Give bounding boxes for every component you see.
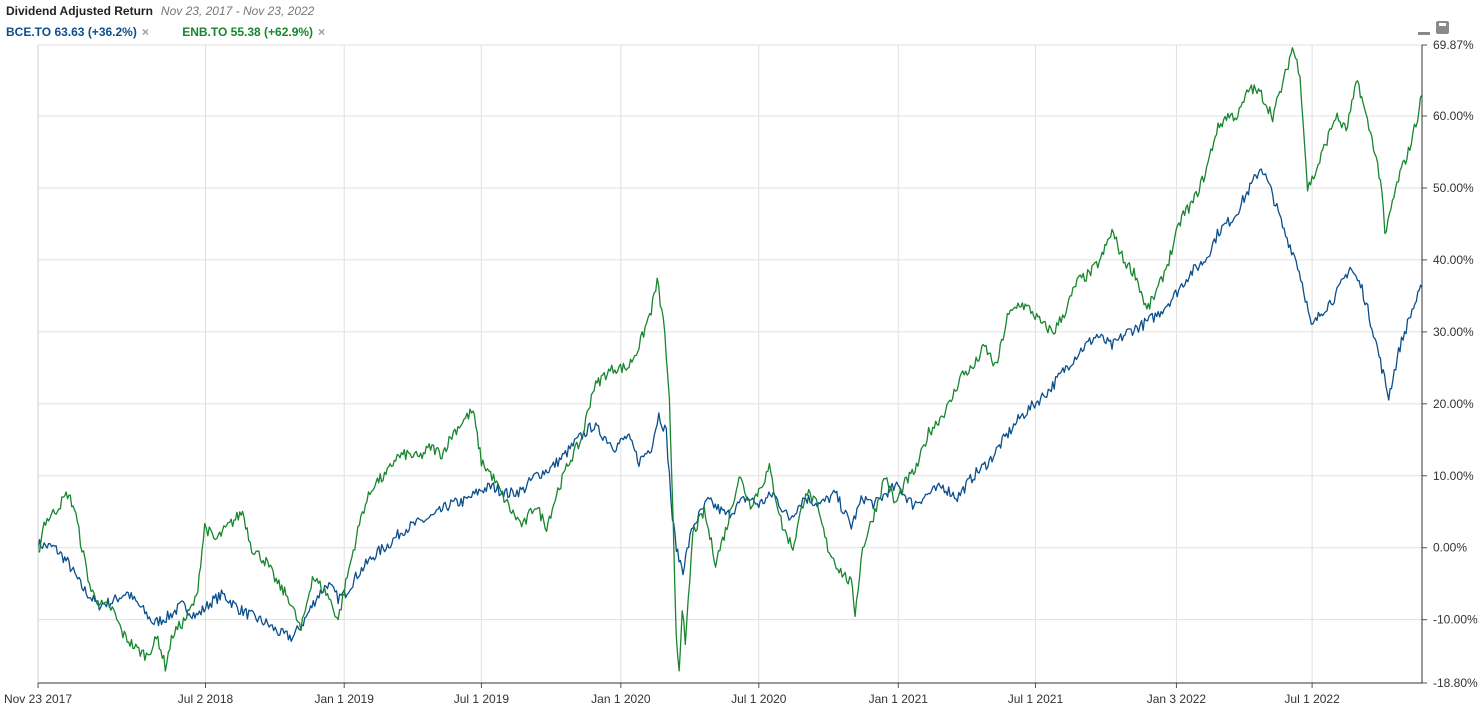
x-tick-label: Nov 23 2017 — [4, 692, 72, 706]
close-icon[interactable]: × — [141, 25, 149, 39]
legend-item-bce[interactable]: BCE.TO 63.63 (+36.2%) × — [6, 25, 152, 39]
x-tick-label: Jul 1 2021 — [1008, 692, 1064, 706]
y-tick-label: 30.00% — [1433, 325, 1474, 339]
x-tick-label: Jul 1 2022 — [1284, 692, 1340, 706]
y-tick-label: 10.00% — [1433, 469, 1474, 483]
axes — [37, 44, 1427, 688]
legend-item-enb[interactable]: ENB.TO 55.38 (+62.9%) × — [182, 25, 325, 39]
save-icon[interactable] — [1436, 21, 1449, 34]
y-tick-label: 69.87% — [1433, 38, 1474, 52]
chart-header: Dividend Adjusted Return Nov 23, 2017 - N… — [6, 4, 314, 18]
legend-label-bce: BCE.TO 63.63 (+36.2%) — [6, 25, 137, 39]
chart-title: Dividend Adjusted Return — [6, 4, 153, 18]
y-tick-label: 40.00% — [1433, 253, 1474, 267]
x-tick-label: Jan 1 2021 — [869, 692, 929, 706]
date-range: Nov 23, 2017 - Nov 23, 2022 — [160, 4, 315, 18]
x-tick-label: Jul 1 2019 — [454, 692, 510, 706]
x-tick-label: Jan 3 2022 — [1147, 692, 1207, 706]
series-line-bce-to — [37, 168, 1423, 643]
x-tick-label: Jul 1 2020 — [731, 692, 787, 706]
y-tick-label: -18.80% — [1433, 676, 1478, 690]
y-tick-label: 50.00% — [1433, 181, 1474, 195]
y-tick-label: 0.00% — [1433, 541, 1467, 555]
x-tick-label: Jan 1 2020 — [591, 692, 651, 706]
y-tick-label: -10.00% — [1433, 613, 1478, 627]
series-lines — [37, 47, 1423, 672]
y-tick-label: 20.00% — [1433, 397, 1474, 411]
series-line-enb-to — [37, 47, 1423, 672]
y-tick-label: 60.00% — [1433, 109, 1474, 123]
legend-label-enb: ENB.TO 55.38 (+62.9%) — [182, 25, 314, 39]
x-tick-label: Jul 2 2018 — [178, 692, 234, 706]
legend: BCE.TO 63.63 (+36.2%) × ENB.TO 55.38 (+62… — [6, 25, 355, 39]
y-tick-labels: 69.87% 60.00% 50.00% 40.00% 30.00% 20.00% 10.0… — [1433, 38, 1478, 690]
minimize-icon[interactable] — [1418, 32, 1430, 35]
x-tick-labels: Nov 23 2017 Jul 2 2018 Jan 1 2019 Jul 1 201… — [4, 692, 1340, 706]
grid — [38, 44, 1422, 684]
close-icon[interactable]: × — [318, 25, 326, 39]
x-tick-label: Jan 1 2019 — [315, 692, 375, 706]
